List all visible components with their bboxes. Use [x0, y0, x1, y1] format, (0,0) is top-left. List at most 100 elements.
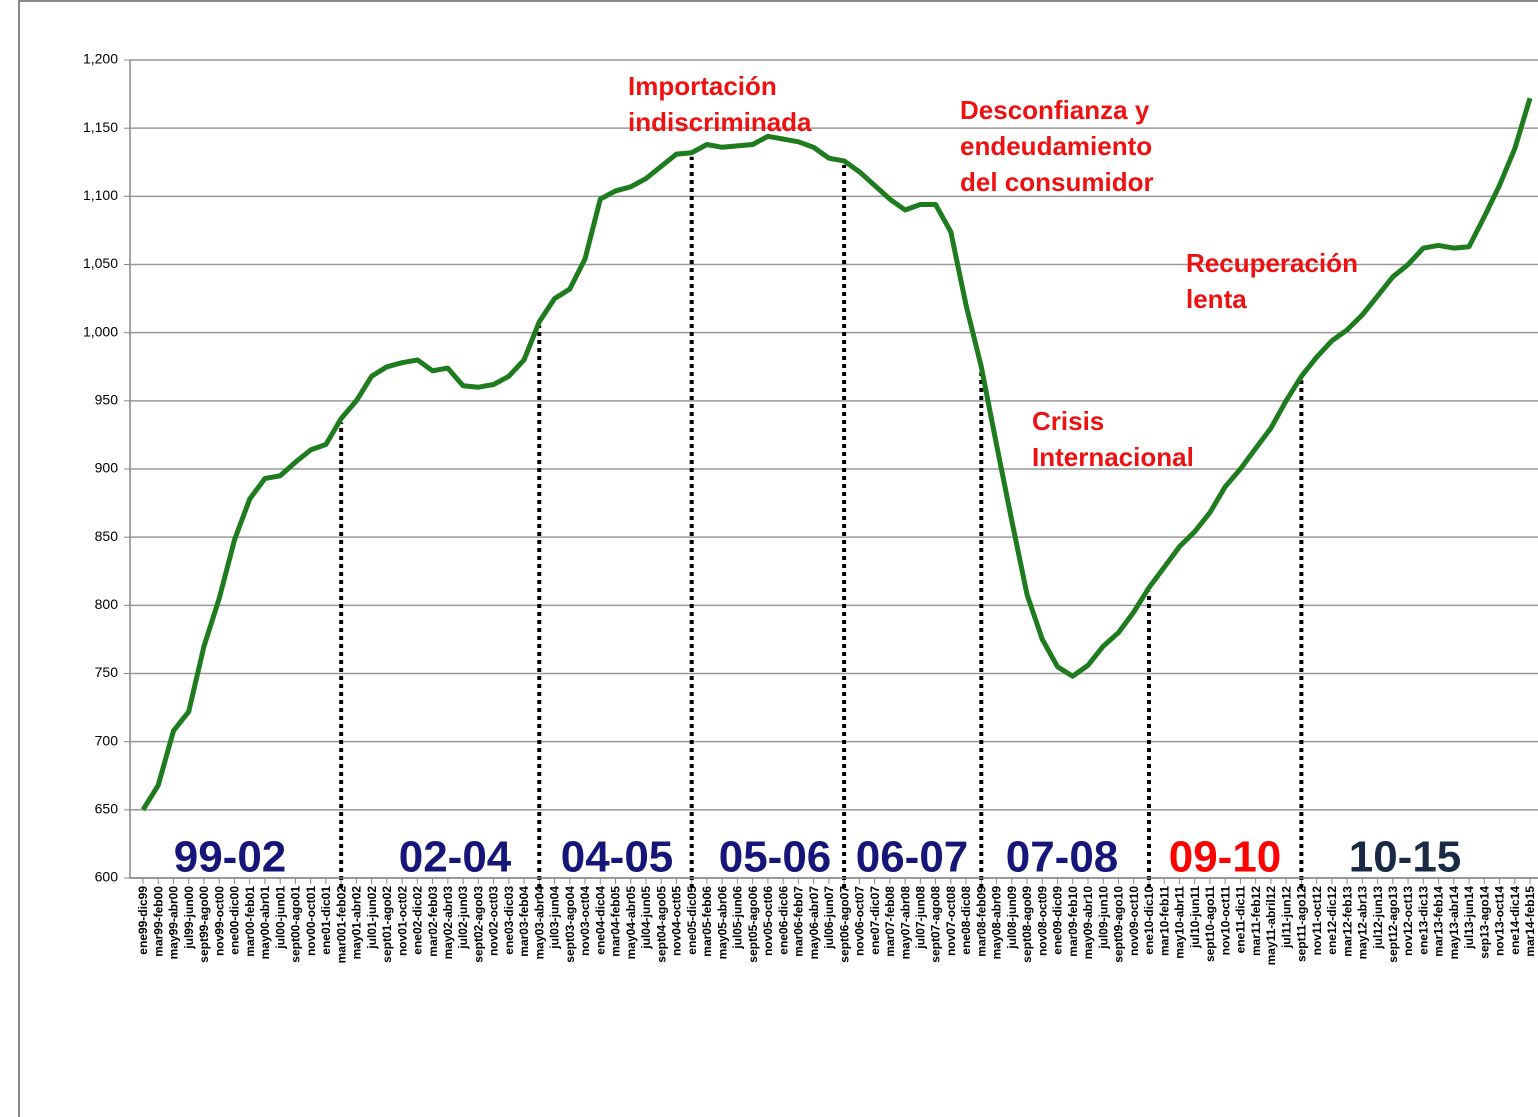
- x-tick-label: nov05-oct06: [761, 886, 775, 956]
- x-tick-label: ene13-dic13: [1416, 886, 1430, 955]
- annotation: Internacional: [1032, 442, 1194, 472]
- x-tick-label: mar13-feb14: [1432, 886, 1446, 957]
- y-tick-label: 650: [95, 801, 119, 817]
- x-tick-label: nov03-oct04: [578, 886, 592, 956]
- x-tick-label: may01-abr02: [350, 886, 364, 960]
- x-tick-label: nov07-oct08: [944, 886, 958, 956]
- y-tick-label: 1,150: [83, 119, 118, 135]
- x-tick-label: sept12-ago13: [1386, 886, 1400, 963]
- frame: [18, 0, 1538, 1117]
- x-tick-label: ene01-dic01: [319, 886, 333, 955]
- period-label: 99-02: [174, 833, 287, 882]
- y-tick-label: 1,200: [83, 51, 118, 67]
- x-tick-label: sept01-ago02: [380, 886, 394, 963]
- annotation: lenta: [1186, 284, 1247, 314]
- period-label: 04-05: [561, 833, 674, 882]
- x-tick-label: may12-abr13: [1356, 886, 1370, 960]
- x-tick-label: mar14-feb15: [1523, 886, 1537, 957]
- x-tick-label: mar10-feb11: [1157, 886, 1171, 956]
- x-tick-label: mar03-feb04: [517, 886, 531, 957]
- x-tick-label: sept11-ago12: [1295, 886, 1309, 962]
- x-tick-label: nov10-oct11: [1218, 886, 1232, 956]
- x-tick-label: ene10-dic10: [1142, 886, 1156, 955]
- x-tick-label: mar12-feb13: [1340, 886, 1354, 957]
- x-tick-label: ene00-dic00: [228, 886, 242, 955]
- x-tick-label: sept06-ago07: [837, 886, 851, 963]
- x-tick-label: sept03-ago04: [563, 886, 577, 963]
- annotation: Recuperación: [1186, 248, 1358, 278]
- line: [140, 97, 1533, 812]
- x-tick-label: may00-abr01: [258, 886, 272, 960]
- y-tick-label: 700: [95, 732, 119, 748]
- y-tick-label: 950: [95, 392, 119, 408]
- x-tick-label: sept08-ago09: [1020, 886, 1034, 963]
- x-tick-label: may04-abr05: [624, 886, 638, 960]
- period-label: 06-07: [856, 833, 969, 882]
- x-tick-label: jul05-jun06: [731, 886, 745, 950]
- annotation: Importación: [628, 71, 777, 101]
- x-tick-label: may09-abr10: [1081, 886, 1095, 960]
- x-tick-label: ene99-dic99: [136, 886, 150, 955]
- x-tick-label: ene02-dic02: [411, 886, 425, 955]
- x-tick-label: may10-abr11: [1173, 886, 1187, 959]
- y-tick-label: 800: [95, 596, 119, 612]
- annotation: Crisis: [1032, 406, 1104, 436]
- x-tick-label: jul10-jun11: [1188, 886, 1202, 949]
- x-tick-label: ene06-dic06: [776, 886, 790, 955]
- x-tick-label: mar05-feb06: [700, 886, 714, 957]
- x-tick-label: mar04-feb05: [609, 886, 623, 957]
- x-tick-label: sept02-ago03: [471, 886, 485, 963]
- x-tick-label: sept00-ago01: [289, 886, 303, 963]
- x-tick-label: nov00-oct01: [304, 886, 318, 956]
- x-tick-label: sep13-ago14: [1477, 886, 1491, 959]
- x-tick-label: jul07-jun08: [914, 886, 928, 950]
- x-tick-label: mar99-feb00: [151, 886, 165, 957]
- x-tick-label: jul02-jun03: [456, 886, 470, 950]
- x-tick-label: may03-abr04: [532, 886, 546, 960]
- period-label: 10-15: [1349, 833, 1462, 882]
- period-label: 05-06: [719, 833, 832, 882]
- x-tick-label: ene11-dic11: [1234, 886, 1248, 954]
- x-tick-label: nov01-oct02: [395, 886, 409, 956]
- x-tick-label: nov08-oct09: [1035, 886, 1049, 956]
- x-tick-label: may08-abr09: [990, 886, 1004, 960]
- x-tick-label: mar07-feb08: [883, 886, 897, 957]
- x-tick-label: jul09-jun10: [1096, 886, 1110, 950]
- x-tick-label: jul01-jun02: [365, 886, 379, 950]
- x-tick-label: jul06-jun07: [822, 886, 836, 950]
- x-tick-label: sept09-ago10: [1112, 886, 1126, 963]
- x-tick-label: ene14-dic14: [1508, 886, 1522, 955]
- x-tick-label: ene07-dic07: [868, 886, 882, 955]
- annotation: del consumidor: [960, 167, 1154, 197]
- x-tick-label: may05-abr06: [715, 886, 729, 960]
- period-label: 02-04: [399, 833, 512, 882]
- x-tick-label: mar11-feb12: [1249, 886, 1263, 956]
- x-tick-label: ene03-dic03: [502, 886, 516, 955]
- y-tick-label: 600: [95, 869, 119, 885]
- x-tick-label: nov09-oct10: [1127, 886, 1141, 956]
- x-tick-label: may02-abr03: [441, 886, 455, 960]
- period-label: 07-08: [1006, 833, 1119, 882]
- period-label: 09-10: [1169, 833, 1282, 882]
- x-tick-label: sept04-ago05: [654, 886, 668, 963]
- x-tick-label: nov04-oct05: [670, 886, 684, 956]
- x-tick-label: may11-abril12: [1264, 886, 1278, 966]
- y-tick-label: 1,100: [83, 187, 118, 203]
- x-tick-label: jul12-jun13: [1371, 886, 1385, 950]
- x-tick-label: nov06-oct07: [853, 886, 867, 956]
- x-tick-label: jul04-jun05: [639, 886, 653, 950]
- x-tick-label: may99-abr00: [167, 886, 181, 960]
- x-tick-label: ene05-dic05: [685, 886, 699, 955]
- x-tick-label: jul11-jun12: [1279, 886, 1293, 949]
- x-tick-label: jul13-jun14: [1462, 886, 1476, 950]
- x-tick-label: may07-abr08: [898, 886, 912, 960]
- x-tick-label: nov12-oct13: [1401, 886, 1415, 956]
- x-tick-label: ene08-dic08: [959, 886, 973, 955]
- x-tick-label: nov11-oct12: [1310, 886, 1324, 956]
- x-tick-label: jul03-jun04: [548, 886, 562, 950]
- x-tick-label: nov13-oct14: [1493, 886, 1507, 956]
- x-tick-label: jul99-jun00: [182, 886, 196, 950]
- x-tick-label: ene04-dic04: [593, 886, 607, 955]
- x-tick-label: ene12-dic12: [1325, 886, 1339, 955]
